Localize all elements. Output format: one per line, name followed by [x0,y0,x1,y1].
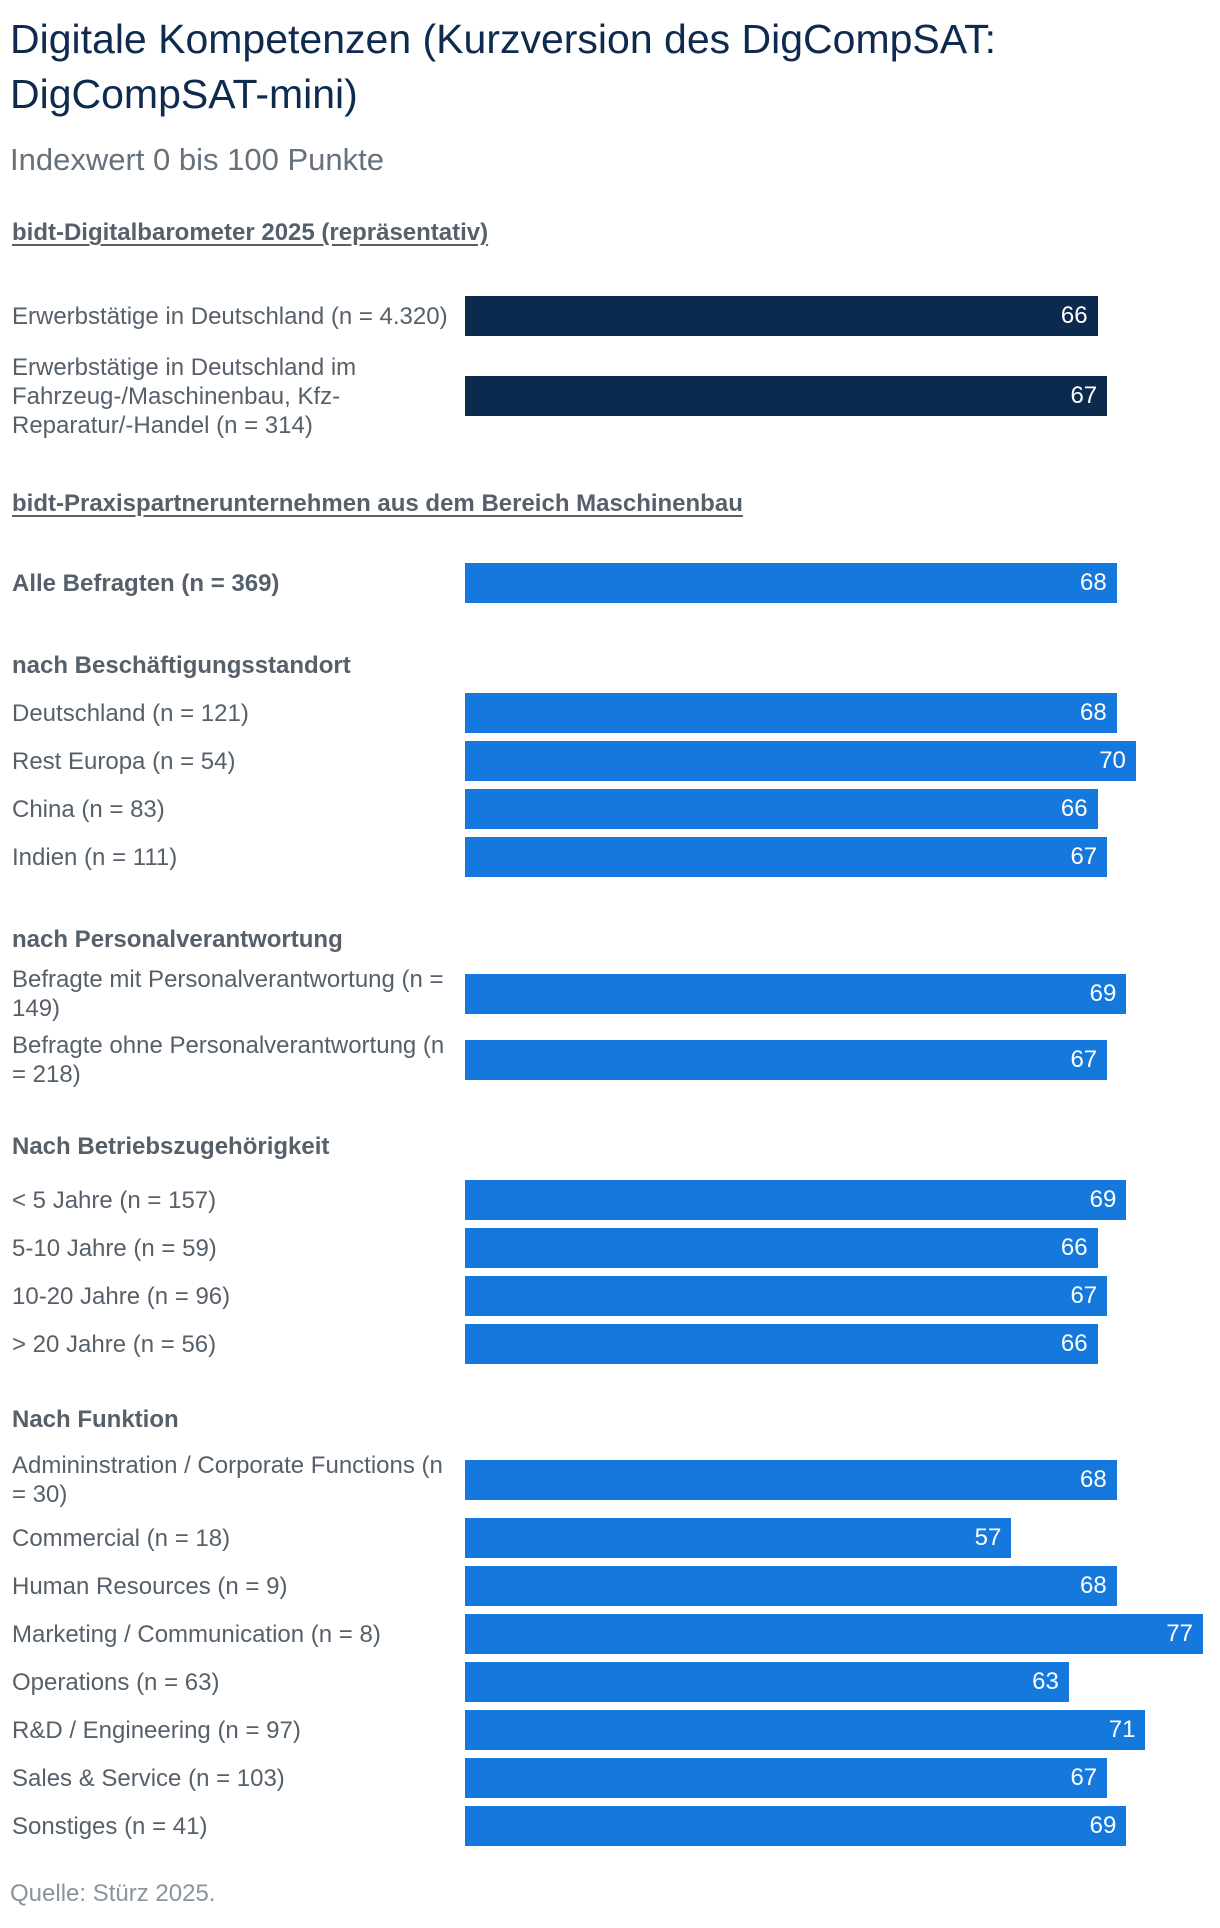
bar-value-label: 67 [1070,382,1098,409]
category-label: Alle Befragten (n = 369) [12,569,280,597]
bar: 77 [465,1614,1203,1654]
bar: 68 [465,693,1117,733]
category-label: Erwerbstätige in Deutschland im Fahrzeug… [12,353,357,439]
chart-subtitle: Indexwert 0 bis 100 Punkte [10,142,384,177]
bar: 70 [465,741,1136,781]
bar-value-label: 77 [1166,1620,1193,1647]
bar: 66 [465,296,1098,336]
bar-value-label: 68 [1080,699,1107,726]
section-title: Nach Funktion [12,1406,179,1433]
bar-value-label: 69 [1089,1186,1117,1213]
bar: 68 [465,1460,1117,1500]
bar: 67 [465,837,1108,877]
category-label: Erwerbstätige in Deutschland (n = 4.320) [12,302,448,330]
bar-value-label: 66 [1060,1330,1088,1357]
bar: 68 [465,563,1117,603]
category-label: Admininstration / Corporate Functions (n… [12,1452,443,1508]
bar-value-label: 67 [1070,843,1098,870]
category-label: China (n = 83) [12,795,165,823]
bar-value-label: 67 [1070,1764,1098,1791]
category-label: Sales & Service (n = 103) [12,1764,285,1792]
bar: 57 [465,1518,1012,1558]
category-label: Rest Europa (n = 54) [12,747,236,775]
bar-value-label: 68 [1080,1466,1107,1493]
bar: 69 [465,974,1127,1014]
section-title: bidt-Praxispartnerunternehmen aus dem Be… [12,490,743,517]
bar-value-label: 69 [1089,980,1117,1007]
bar-value-label: 57 [974,1524,1002,1551]
bar: 67 [465,1758,1108,1798]
category-label: R&D / Engineering (n = 97) [12,1716,301,1744]
section-title: nach Personalverantwortung [12,926,343,953]
bar: 67 [465,1040,1108,1080]
bar: 66 [465,1228,1098,1268]
category-label: Human Resources (n = 9) [12,1572,288,1600]
section-title: nach Beschäftigungsstandort [12,652,351,679]
bar-value-label: 68 [1080,569,1107,596]
bar-value-label: 69 [1089,1812,1117,1839]
bar-value-label: 66 [1060,302,1088,329]
bar: 63 [465,1662,1069,1702]
category-label: Marketing / Communication (n = 8) [12,1620,381,1648]
bar: 69 [465,1806,1127,1846]
bar-value-label: 68 [1080,1572,1107,1599]
bar: 66 [465,1324,1098,1364]
category-label: Commercial (n = 18) [12,1524,231,1552]
category-label: 5-10 Jahre (n = 59) [12,1234,217,1262]
bar: 69 [465,1180,1127,1220]
source-note: Quelle: Stürz 2025. [10,1880,216,1907]
bar: 66 [465,789,1098,829]
bar-value-label: 67 [1070,1046,1098,1073]
category-label: Befragte ohne Personalverantwortung (n =… [12,1032,445,1088]
category-label: < 5 Jahre (n = 157) [12,1186,217,1214]
category-label: Deutschland (n = 121) [12,699,249,727]
section-title: Nach Betriebszugehörigkeit [12,1133,330,1160]
category-label: Sonstiges (n = 41) [12,1812,208,1840]
chart-title: Digitale Kompetenzen (Kurzversion des Di… [10,16,996,117]
bar-value-label: 67 [1070,1282,1098,1309]
category-label: > 20 Jahre (n = 56) [12,1330,217,1358]
bar: 67 [465,1276,1108,1316]
bar-value-label: 70 [1099,747,1126,774]
bar-value-label: 71 [1108,1716,1136,1743]
section-title: bidt-Digitalbarometer 2025 (repräsentati… [12,219,489,246]
bar-value-label: 63 [1032,1668,1059,1695]
category-label: Befragte mit Personalverantwortung (n = … [12,966,444,1022]
bar: 71 [465,1710,1146,1750]
bar-value-label: 66 [1060,795,1088,822]
category-label: Operations (n = 63) [12,1668,220,1696]
bar: 67 [465,376,1108,416]
bar-value-label: 66 [1060,1234,1088,1261]
category-label: 10-20 Jahre (n = 96) [12,1282,231,1310]
category-label: Indien (n = 111) [12,843,178,871]
bar: 68 [465,1566,1117,1606]
